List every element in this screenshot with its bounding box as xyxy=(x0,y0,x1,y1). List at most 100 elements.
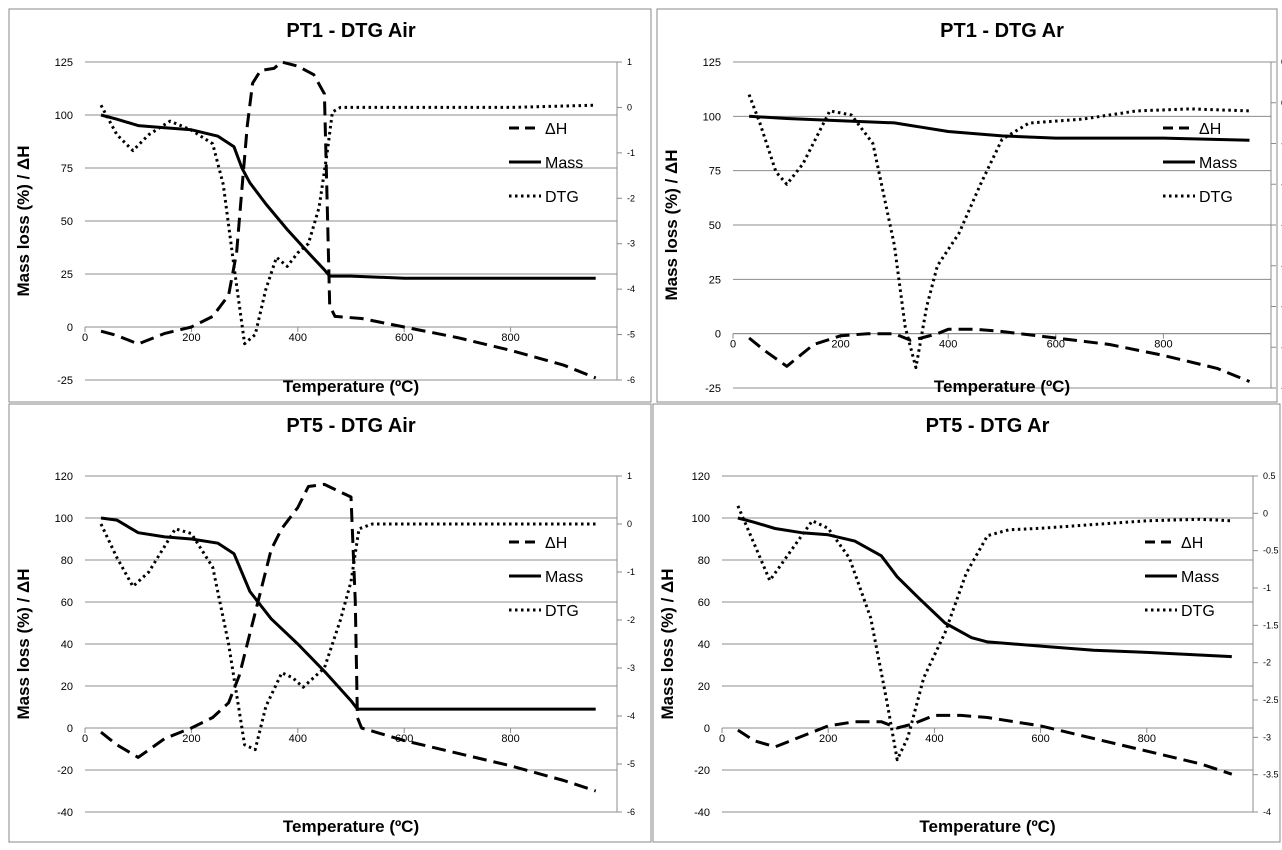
series-line-DTG xyxy=(747,94,1250,370)
y-tick-label: 100 xyxy=(692,513,710,525)
series-line-Mass xyxy=(737,516,1232,659)
legend-label: Mass xyxy=(545,155,583,172)
x-tick-label: 400 xyxy=(939,339,957,351)
y2-tick-label: -4 xyxy=(627,711,635,721)
x-tick-label: 800 xyxy=(501,332,519,344)
x-tick-label: 0 xyxy=(82,332,88,344)
y2-tick-label: -0.5 xyxy=(1263,546,1279,556)
y2-tick-label: 0 xyxy=(627,102,632,112)
x-tick-label: 400 xyxy=(289,733,307,745)
legend-label: ΔH xyxy=(545,535,567,552)
x-tick-label: 800 xyxy=(1154,339,1172,351)
y-tick-label: 20 xyxy=(61,681,73,693)
legend-label: Mass xyxy=(1199,155,1237,172)
y2-tick-label: -2.5 xyxy=(1263,695,1279,705)
y-tick-label: -25 xyxy=(57,375,73,387)
y2-tick-label: -6 xyxy=(627,375,635,385)
y-tick-label: 75 xyxy=(709,166,721,178)
y-tick-label: -25 xyxy=(705,383,721,395)
x-tick-label: 800 xyxy=(1138,733,1156,745)
y-axis-label: Mass loss (%) / ΔH xyxy=(662,149,681,300)
x-tick-label: 800 xyxy=(501,733,519,745)
series-line-ΔH xyxy=(737,713,1233,776)
y2-tick-label: -5 xyxy=(627,330,635,340)
y2-tick-label: -1.5 xyxy=(1263,620,1279,630)
y2-tick-label: 0 xyxy=(627,519,632,529)
series-line-Mass xyxy=(100,113,596,280)
panel-border xyxy=(8,403,652,843)
chart-title: PT5 - DTG Ar xyxy=(926,415,1050,437)
legend-label: ΔH xyxy=(1181,535,1203,552)
y2-tick-label: 0.5 xyxy=(1263,471,1276,481)
x-tick-label: 0 xyxy=(719,733,725,745)
y2-tick-label: -6 xyxy=(627,807,635,817)
y2-tick-label: -3 xyxy=(627,239,635,249)
y2-tick-label: -1 xyxy=(1263,583,1271,593)
chart-panel-1: PT1 - DTG Air 125 100 75 50 25 0 -25 0 200 400 600 8… xyxy=(8,8,652,403)
legend-label: Mass xyxy=(1181,569,1219,586)
legend-label: ΔH xyxy=(545,121,567,138)
series-line-ΔH xyxy=(100,60,597,380)
y2-tick-label: -2 xyxy=(627,193,635,203)
y-tick-label: 0 xyxy=(67,723,73,735)
x-tick-label: 600 xyxy=(1047,339,1065,351)
y-axis-label: Mass loss (%) / ΔH xyxy=(14,568,33,719)
y2-tick-label: -4 xyxy=(627,284,635,294)
chart-title: PT1 - DTG Air xyxy=(286,20,415,42)
y-tick-label: 80 xyxy=(698,555,710,567)
series-line-DTG xyxy=(99,103,596,346)
chart-title: PT1 - DTG Ar xyxy=(940,20,1064,42)
y-tick-label: 125 xyxy=(703,57,721,69)
chart-title: PT5 - DTG Air xyxy=(286,415,415,437)
y-axis-label: Mass loss (%) / ΔH xyxy=(14,145,33,296)
y-tick-label: 20 xyxy=(698,681,710,693)
y-tick-label: 120 xyxy=(692,471,710,483)
x-tick-label: 200 xyxy=(182,733,200,745)
y-tick-label: 0 xyxy=(715,329,721,341)
y-axis-label: Mass loss (%) / ΔH xyxy=(658,568,677,719)
y-tick-label: 100 xyxy=(55,513,73,525)
y-tick-label: 25 xyxy=(709,274,721,286)
y-tick-label: 100 xyxy=(55,110,73,122)
y2-tick-label: -3.5 xyxy=(1263,770,1279,780)
x-tick-label: 600 xyxy=(395,332,413,344)
x-axis-label: Temperature (ºC) xyxy=(283,377,419,396)
y-tick-label: -40 xyxy=(57,807,73,819)
y2-tick-label: 1 xyxy=(627,57,632,67)
y2-tick-label: -3 xyxy=(627,663,635,673)
y-tick-label: 60 xyxy=(61,597,73,609)
x-axis-label: Temperature (ºC) xyxy=(934,377,1070,396)
panel-border xyxy=(652,403,1281,843)
y2-tick-label: -3 xyxy=(1263,732,1271,742)
legend-label: DTG xyxy=(1181,603,1215,620)
y2-tick-label: 0 xyxy=(1263,508,1268,518)
x-tick-label: 200 xyxy=(819,733,837,745)
y2-tick-label: -5 xyxy=(627,759,635,769)
y2-tick-label: -1 xyxy=(627,567,635,577)
y-tick-label: 75 xyxy=(61,163,73,175)
y-tick-label: -20 xyxy=(57,765,73,777)
y2-tick-label: -2 xyxy=(1263,658,1271,668)
series-line-Mass xyxy=(100,516,596,711)
y-tick-label: 60 xyxy=(698,597,710,609)
series-line-Mass xyxy=(749,114,1250,142)
panel-border xyxy=(8,8,652,403)
x-tick-label: 0 xyxy=(730,339,736,351)
y-tick-label: 0 xyxy=(704,723,710,735)
legend-label: DTG xyxy=(545,603,579,620)
y-tick-label: 120 xyxy=(55,471,73,483)
x-tick-label: 600 xyxy=(395,733,413,745)
y-tick-label: -40 xyxy=(694,807,710,819)
y2-tick-label: -2 xyxy=(627,615,635,625)
y2-tick-label: -4 xyxy=(1263,807,1271,817)
y-tick-label: 25 xyxy=(61,269,73,281)
y-tick-label: 100 xyxy=(703,111,721,123)
x-tick-label: 200 xyxy=(182,332,200,344)
legend-label: ΔH xyxy=(1199,121,1221,138)
y-tick-label: -20 xyxy=(694,765,710,777)
y-tick-label: 40 xyxy=(61,639,73,651)
